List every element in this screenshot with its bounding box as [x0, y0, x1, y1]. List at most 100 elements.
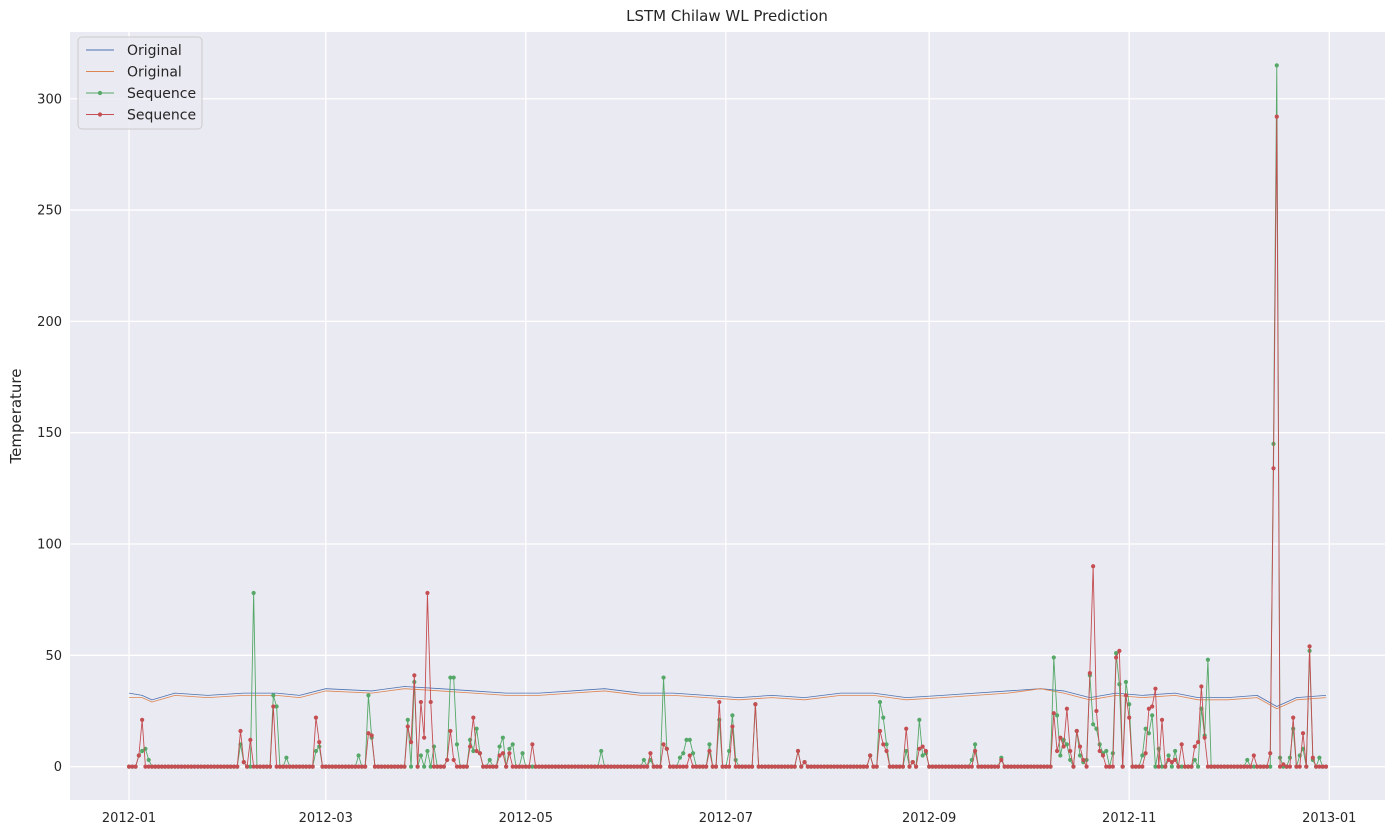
legend-marker — [97, 112, 103, 117]
data-point — [1317, 755, 1322, 760]
data-point — [153, 764, 158, 769]
data-point — [854, 764, 860, 769]
y-tick-label: 50 — [45, 649, 62, 664]
data-point — [1022, 764, 1027, 769]
data-point — [500, 735, 505, 740]
legend-marker — [97, 90, 103, 96]
data-point — [687, 737, 692, 743]
data-point — [225, 764, 230, 769]
data-point — [1140, 764, 1145, 769]
data-point — [1153, 686, 1158, 691]
data-point — [140, 717, 145, 722]
data-point — [340, 764, 345, 769]
data-point — [1277, 764, 1283, 769]
data-point — [904, 748, 909, 754]
data-point — [179, 764, 184, 769]
data-point — [1025, 764, 1030, 769]
data-point — [431, 764, 437, 769]
data-point — [185, 764, 191, 769]
data-point — [359, 764, 364, 769]
data-point — [654, 764, 660, 769]
data-point — [566, 764, 571, 769]
data-point — [310, 764, 315, 769]
data-point — [336, 764, 341, 769]
data-point — [169, 764, 174, 769]
data-point — [454, 764, 460, 769]
data-point — [317, 740, 322, 745]
y-tick-label: 100 — [37, 538, 62, 553]
data-point — [1287, 755, 1292, 760]
data-point — [408, 740, 414, 745]
data-point — [795, 748, 801, 754]
data-point — [251, 764, 256, 769]
data-point — [805, 764, 810, 769]
data-point — [1205, 657, 1211, 662]
data-point — [140, 748, 145, 754]
data-point — [989, 764, 994, 769]
data-point — [933, 764, 938, 769]
data-point — [841, 764, 847, 769]
data-point — [1195, 764, 1201, 769]
data-point — [313, 715, 319, 720]
data-point — [877, 699, 883, 705]
data-point — [244, 764, 250, 769]
data-point — [749, 764, 755, 769]
data-point — [690, 751, 696, 756]
data-point — [871, 764, 876, 769]
data-point — [966, 764, 971, 769]
x-tick-label: 2012-05 — [499, 811, 553, 826]
data-point — [540, 764, 545, 769]
data-point — [622, 764, 627, 769]
data-point — [284, 755, 289, 760]
data-point — [248, 764, 253, 769]
data-point — [202, 764, 207, 769]
data-point — [907, 764, 912, 769]
data-point — [887, 764, 892, 769]
data-point — [251, 590, 256, 596]
data-point — [484, 764, 489, 769]
series-2 — [129, 688, 1327, 710]
data-point — [1176, 764, 1181, 769]
y-tick-label: 300 — [37, 92, 62, 107]
data-point — [1218, 764, 1224, 769]
data-point — [435, 764, 440, 769]
data-point — [1222, 764, 1227, 769]
data-point — [845, 764, 850, 769]
data-point — [1130, 764, 1135, 769]
data-point — [1133, 764, 1138, 769]
data-point — [428, 699, 433, 705]
data-point — [694, 764, 699, 769]
data-point — [356, 753, 361, 758]
data-point — [740, 764, 745, 769]
data-point — [802, 760, 807, 765]
data-point — [258, 764, 263, 769]
data-point — [549, 764, 555, 769]
data-point — [756, 764, 761, 769]
data-point — [1169, 764, 1174, 769]
data-point — [648, 751, 653, 756]
data-point — [572, 764, 578, 769]
data-point — [507, 751, 512, 756]
data-point — [1077, 753, 1083, 758]
data-point — [1245, 757, 1250, 763]
data-point — [166, 764, 171, 769]
y-tick-label: 150 — [37, 426, 62, 441]
data-point — [1209, 764, 1214, 769]
data-point — [779, 764, 784, 769]
data-point — [992, 764, 997, 769]
data-point — [330, 764, 335, 769]
x-tick-label: 2012-07 — [699, 811, 753, 826]
data-point — [628, 764, 633, 769]
data-point — [333, 764, 338, 769]
data-point — [595, 764, 601, 769]
data-point — [1323, 764, 1329, 769]
legend-label: Sequence — [127, 86, 196, 102]
data-point — [579, 764, 584, 769]
data-point — [146, 764, 151, 769]
data-point — [1291, 726, 1296, 731]
data-point — [956, 764, 961, 769]
data-point — [1068, 757, 1073, 763]
data-point — [782, 764, 787, 769]
data-point — [631, 764, 637, 769]
data-point — [556, 764, 561, 769]
